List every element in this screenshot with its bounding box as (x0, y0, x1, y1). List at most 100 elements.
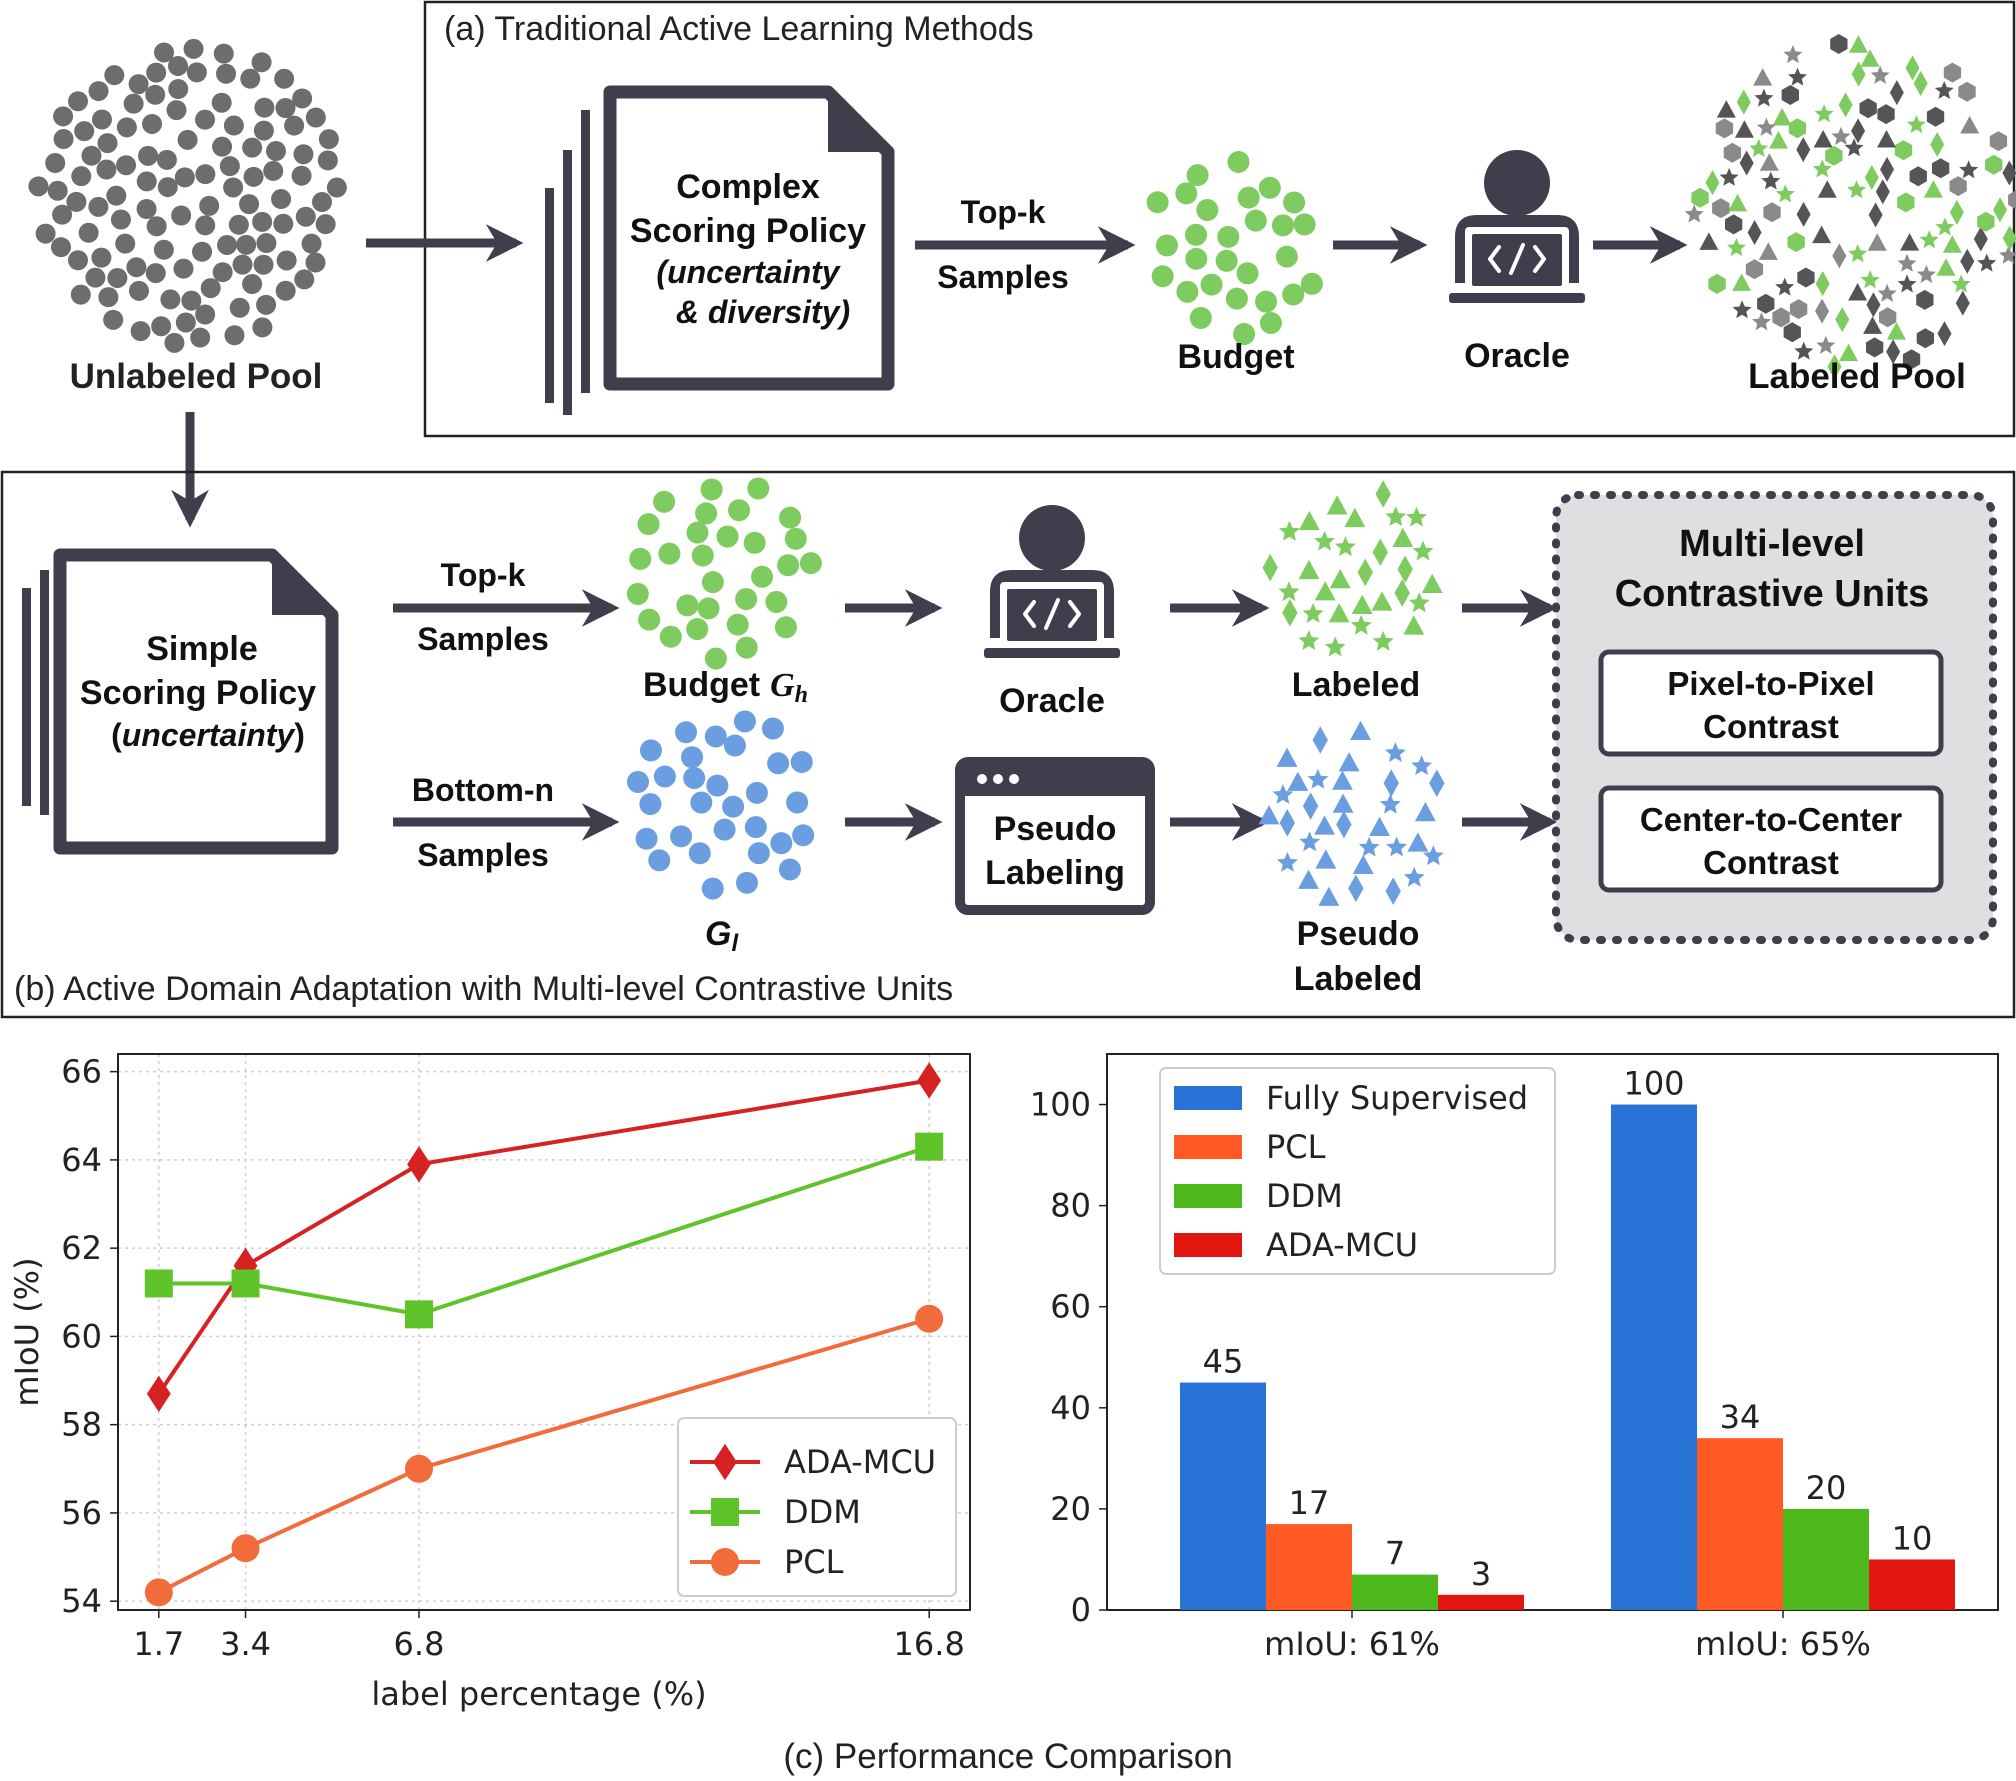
pool-dot (670, 825, 693, 848)
pool-dot (265, 141, 286, 162)
star-shape (1408, 592, 1430, 613)
bar-pcl (1697, 1438, 1783, 1610)
pool-dot (224, 325, 245, 346)
triangle-shape (1350, 720, 1372, 740)
triangle-shape (1769, 131, 1789, 149)
pool-dot (223, 177, 244, 198)
triangle-shape (1734, 120, 1754, 138)
pool-dot (212, 136, 233, 157)
y-tick-label: 40 (1050, 1389, 1091, 1427)
pool-dot (747, 477, 770, 500)
y-tick-label: 66 (61, 1053, 102, 1091)
x-tick-label: 16.8 (894, 1625, 965, 1663)
triangle-shape (1314, 581, 1336, 601)
diamond-shape (1383, 769, 1399, 797)
pool-dot (110, 209, 131, 230)
pool-dot (681, 746, 704, 769)
square-marker (915, 1132, 944, 1161)
oracle-label-a: Oracle (1464, 337, 1570, 375)
unlabeled-pool-label: Unlabeled Pool (70, 357, 323, 396)
triangle-shape (1848, 35, 1868, 53)
diamond-shape (1905, 55, 1920, 81)
pool-dot (45, 152, 66, 173)
pool-dot (175, 312, 196, 333)
complex-policy-line2: Scoring Policy (630, 212, 866, 250)
pseudo-labeling-line2: Labeling (985, 854, 1125, 892)
diamond-shape (1429, 769, 1445, 797)
pool-dot (626, 582, 649, 605)
diamond-shape (1385, 877, 1401, 905)
star-shape (1385, 506, 1407, 526)
star-shape (1324, 636, 1346, 657)
pool-dot (733, 710, 756, 733)
triangle-shape (1407, 832, 1429, 852)
budget-label-b: Budget Gh (643, 666, 808, 708)
pool-dot (160, 289, 181, 310)
pool-dot (195, 215, 216, 236)
pseudo-labeled-line1: Pseudo (1297, 915, 1420, 953)
star-shape (1951, 274, 1971, 293)
pool-dot (751, 565, 774, 588)
pool-dot (229, 297, 250, 318)
pool-dot (200, 278, 221, 299)
hexagon-shape (1797, 267, 1815, 288)
oracle-label-b: Oracle (999, 682, 1105, 720)
star-shape (1302, 603, 1324, 623)
pool-dot (168, 55, 189, 76)
pool-dot (1236, 262, 1259, 285)
star-shape (1794, 341, 1814, 360)
pool-dot (790, 751, 813, 774)
triangle-shape (1326, 495, 1348, 515)
pseudo-labeling-line1: Pseudo (994, 810, 1117, 848)
star-shape (1977, 253, 1997, 272)
diamond-shape (1868, 202, 1883, 228)
pool-dot (779, 506, 802, 529)
pool-dot (1255, 290, 1278, 313)
diamond-shape (1282, 599, 1298, 627)
star-shape (1934, 81, 1954, 99)
hexagon-shape (1757, 293, 1775, 314)
pool-dot (123, 93, 144, 114)
legend-label: ADA-MCU (784, 1443, 936, 1481)
hexagon-shape (1877, 104, 1895, 125)
simple-policy-line2: Scoring Policy (80, 674, 316, 712)
line-chart-frame (117, 1053, 971, 1611)
center-contrast-line1: Center-to-Center (1640, 801, 1902, 838)
diamond-shape (1913, 70, 1928, 96)
pool-dot (243, 166, 264, 187)
pool-dot (115, 233, 136, 254)
pool-dot (1271, 214, 1294, 237)
diamond-shape (1815, 271, 1830, 297)
legend-swatch (1174, 1135, 1242, 1159)
star-shape (1814, 104, 1834, 123)
pool-dot (1200, 273, 1223, 296)
diamond-shape (2002, 225, 2016, 251)
pool-dot (223, 115, 244, 136)
unlabeled-pool-dots (28, 38, 347, 353)
mcu-title-line2: Contrastive Units (1615, 573, 1930, 615)
circle-marker (915, 1304, 944, 1333)
diamond-shape (1372, 538, 1389, 567)
simple-policy-line1: Simple (146, 630, 257, 668)
star-shape (1422, 845, 1444, 866)
star-shape (1272, 784, 1294, 804)
diamond-marker (146, 1375, 171, 1412)
panel-b-title: (b) Active Domain Adaptation with Multi-… (14, 970, 953, 1008)
pool-dot (130, 321, 151, 342)
center-contrast-box (1598, 785, 1944, 893)
pool-dot (242, 274, 263, 295)
star-shape (1278, 581, 1300, 602)
triangle-shape (1314, 815, 1336, 835)
diamond-shape (1747, 220, 1762, 246)
pool-dot (53, 129, 74, 150)
pool-dot (136, 199, 157, 220)
legend-label: DDM (1266, 1177, 1343, 1215)
pool-dot (271, 189, 292, 210)
panel-b-frame (0, 470, 2016, 1019)
labeled-pool-label: Labeled Pool (1748, 357, 1966, 396)
bar-ada-mcu (1869, 1559, 1955, 1610)
diamond-shape (1960, 248, 1975, 274)
y-tick-label: 56 (61, 1494, 102, 1532)
triangle-shape (1759, 153, 1779, 171)
star-shape (1756, 117, 1776, 136)
